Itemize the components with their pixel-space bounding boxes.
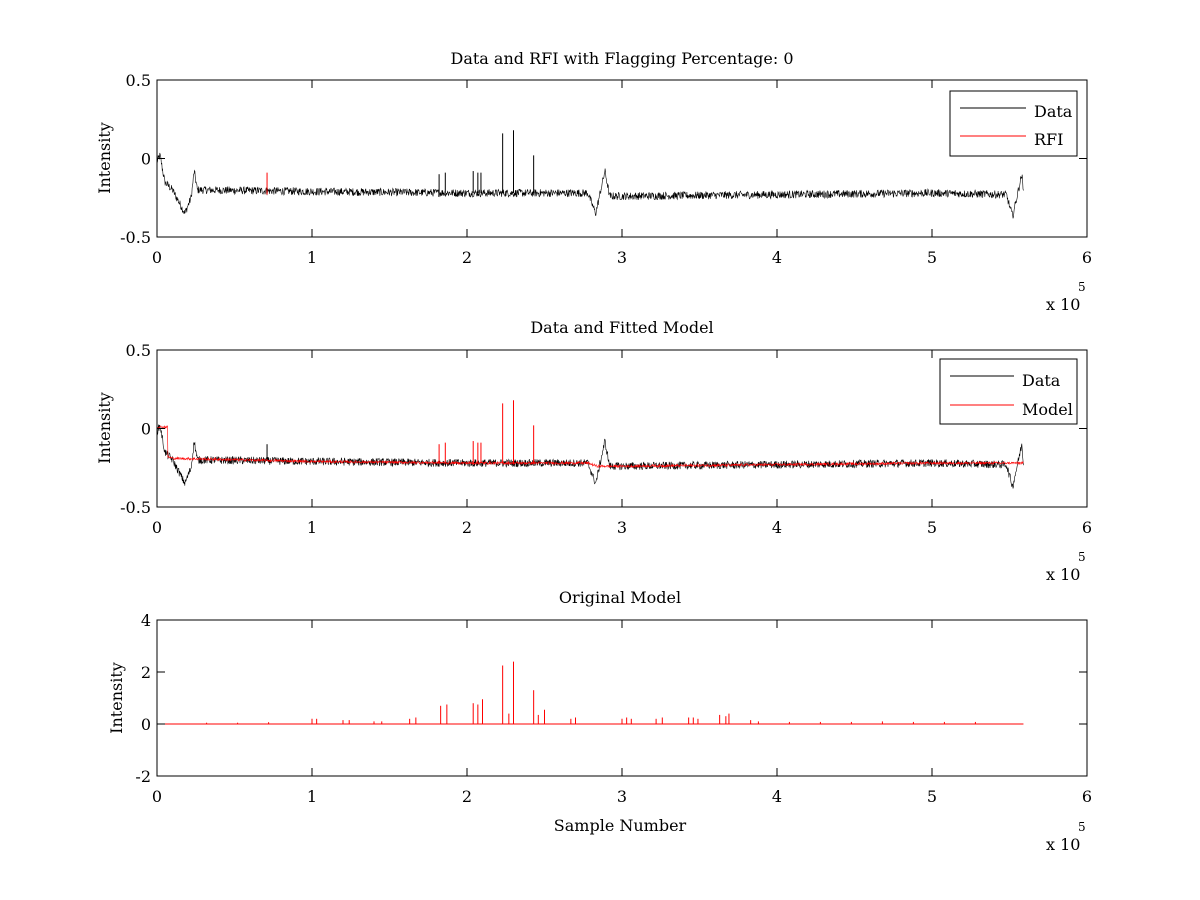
panel-1-legend-box: [949, 90, 1078, 157]
panel-1: Data and RFI with Flagging Percentage: 0…: [95, 49, 1092, 314]
panel-2-legend: Data Model: [939, 358, 1078, 425]
panel-2-xtick-label-1: 1: [307, 518, 317, 537]
panel-1-xtick-label-2: 2: [462, 248, 472, 267]
panel-2-xtick-label-5: 5: [927, 518, 937, 537]
panel-3-title: Original Model: [559, 588, 681, 607]
panel-2-ticks: 0 1 2 3 4 5 6-0.500.5: [120, 341, 1092, 537]
panel-1-ytick-label-0: -0.5: [120, 228, 151, 247]
panel-3-plot: [157, 661, 1024, 725]
panel-1-x-exponent: 5: [1078, 280, 1086, 294]
panel-2-xtick-label-3: 3: [617, 518, 627, 537]
panel-2-xtick-label-6: 6: [1082, 518, 1092, 537]
panel-1-xtick-label-3: 3: [617, 248, 627, 267]
panel-1-ylabel: Intensity: [95, 122, 114, 194]
panel-1-x-multiplier: x 10: [1046, 295, 1080, 314]
panel-3-x-multiplier: x 10: [1046, 835, 1080, 854]
panel-2-legend-box: [939, 358, 1078, 425]
panel-2-ytick-label-2: 0.5: [126, 341, 151, 360]
panel-2-legend-label-model: Model: [1022, 400, 1073, 419]
panel-3-ytick-label-3: 4: [141, 611, 151, 630]
panel-1-series-data-line: [156, 152, 1024, 219]
panel-2-xtick-label-2: 2: [462, 518, 472, 537]
panel-1-legend-label-rfi: RFI: [1034, 130, 1063, 149]
panel-1-legend-label-data: Data: [1034, 102, 1073, 121]
panel-2-legend-label-data: Data: [1022, 371, 1061, 390]
panel-2-x-exponent: 5: [1078, 550, 1086, 564]
panel-2-title: Data and Fitted Model: [530, 318, 713, 337]
panel-3-xtick-label-5: 5: [927, 787, 937, 806]
panel-3-xtick-label-2: 2: [462, 787, 472, 806]
panel-1-ytick-label-1: 0: [141, 150, 151, 169]
panel-3-xtick-label-6: 6: [1082, 787, 1092, 806]
panel-2-plot: [156, 400, 1024, 489]
panel-1-xtick-label-4: 4: [772, 248, 782, 267]
panel-3-xtick-label-4: 4: [772, 787, 782, 806]
panel-3-ytick-label-2: 2: [141, 663, 151, 682]
panel-3-x-exponent: 5: [1078, 820, 1086, 834]
panel-1-xtick-label-0: 0: [152, 248, 162, 267]
panel-1-xtick-label-5: 5: [927, 248, 937, 267]
panel-2-xtick-label-0: 0: [152, 518, 162, 537]
panel-3-ytick-label-0: -2: [135, 767, 151, 786]
panel-3-xlabel: Sample Number: [554, 816, 687, 835]
panel-2-ylabel: Intensity: [95, 392, 114, 464]
panel-1-ticks: 0 1 2 3 4 5 6-0.500.5: [120, 71, 1092, 267]
panel-1-xtick-label-1: 1: [307, 248, 317, 267]
panel-2-xtick-label-4: 4: [772, 518, 782, 537]
panel-1-ytick-label-2: 0.5: [126, 71, 151, 90]
panel-1-title: Data and RFI with Flagging Percentage: 0: [450, 49, 793, 68]
panel-3-xtick-label-1: 1: [307, 787, 317, 806]
panel-2: Data and Fitted Model Intensity 0 1 2 3 4 5 6 -…: [95, 318, 1092, 584]
panel-1-plot: [156, 130, 1024, 219]
panel-2-ytick-label-1: 0: [141, 420, 151, 439]
panel-3-ylabel: Intensity: [107, 662, 126, 734]
panel-1-xtick-label-6: 6: [1082, 248, 1092, 267]
panel-2-x-multiplier: x 10: [1046, 565, 1080, 584]
panel-1-legend: Data RFI: [949, 90, 1078, 157]
panel-3-ytick-label-1: 0: [141, 715, 151, 734]
panel-2-series-model-line: [156, 425, 1024, 469]
panel-3-xtick-label-3: 3: [617, 787, 627, 806]
panel-2-ytick-label-0: -0.5: [120, 498, 151, 517]
panel-3-xtick-label-0: 0: [152, 787, 162, 806]
